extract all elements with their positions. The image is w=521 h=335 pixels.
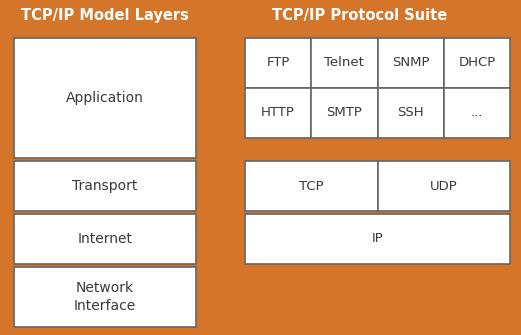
Text: FTP: FTP [266, 57, 290, 69]
Text: Transport: Transport [72, 179, 138, 193]
Text: Network
Interface: Network Interface [74, 281, 136, 313]
FancyBboxPatch shape [14, 267, 196, 327]
FancyBboxPatch shape [311, 88, 378, 138]
FancyBboxPatch shape [245, 161, 378, 211]
Text: ...: ... [470, 107, 483, 120]
FancyBboxPatch shape [311, 38, 378, 88]
Text: IP: IP [371, 232, 383, 246]
Text: UDP: UDP [430, 180, 457, 193]
FancyBboxPatch shape [245, 214, 510, 264]
Text: TCP/IP Protocol Suite: TCP/IP Protocol Suite [272, 8, 448, 23]
FancyBboxPatch shape [14, 161, 196, 211]
Text: SNMP: SNMP [392, 57, 429, 69]
Text: TCP/IP Model Layers: TCP/IP Model Layers [21, 8, 189, 23]
FancyBboxPatch shape [378, 88, 444, 138]
FancyBboxPatch shape [444, 38, 510, 88]
Text: SMTP: SMTP [327, 107, 362, 120]
FancyBboxPatch shape [14, 214, 196, 264]
Text: SSH: SSH [398, 107, 424, 120]
FancyBboxPatch shape [444, 88, 510, 138]
Text: HTTP: HTTP [261, 107, 295, 120]
FancyBboxPatch shape [378, 161, 510, 211]
Text: TCP: TCP [299, 180, 324, 193]
FancyBboxPatch shape [245, 38, 311, 88]
Text: DHCP: DHCP [458, 57, 495, 69]
FancyBboxPatch shape [378, 38, 444, 88]
FancyBboxPatch shape [14, 38, 196, 158]
Text: Telnet: Telnet [325, 57, 364, 69]
Text: Internet: Internet [78, 232, 132, 246]
FancyBboxPatch shape [245, 88, 311, 138]
Text: Application: Application [66, 91, 144, 105]
